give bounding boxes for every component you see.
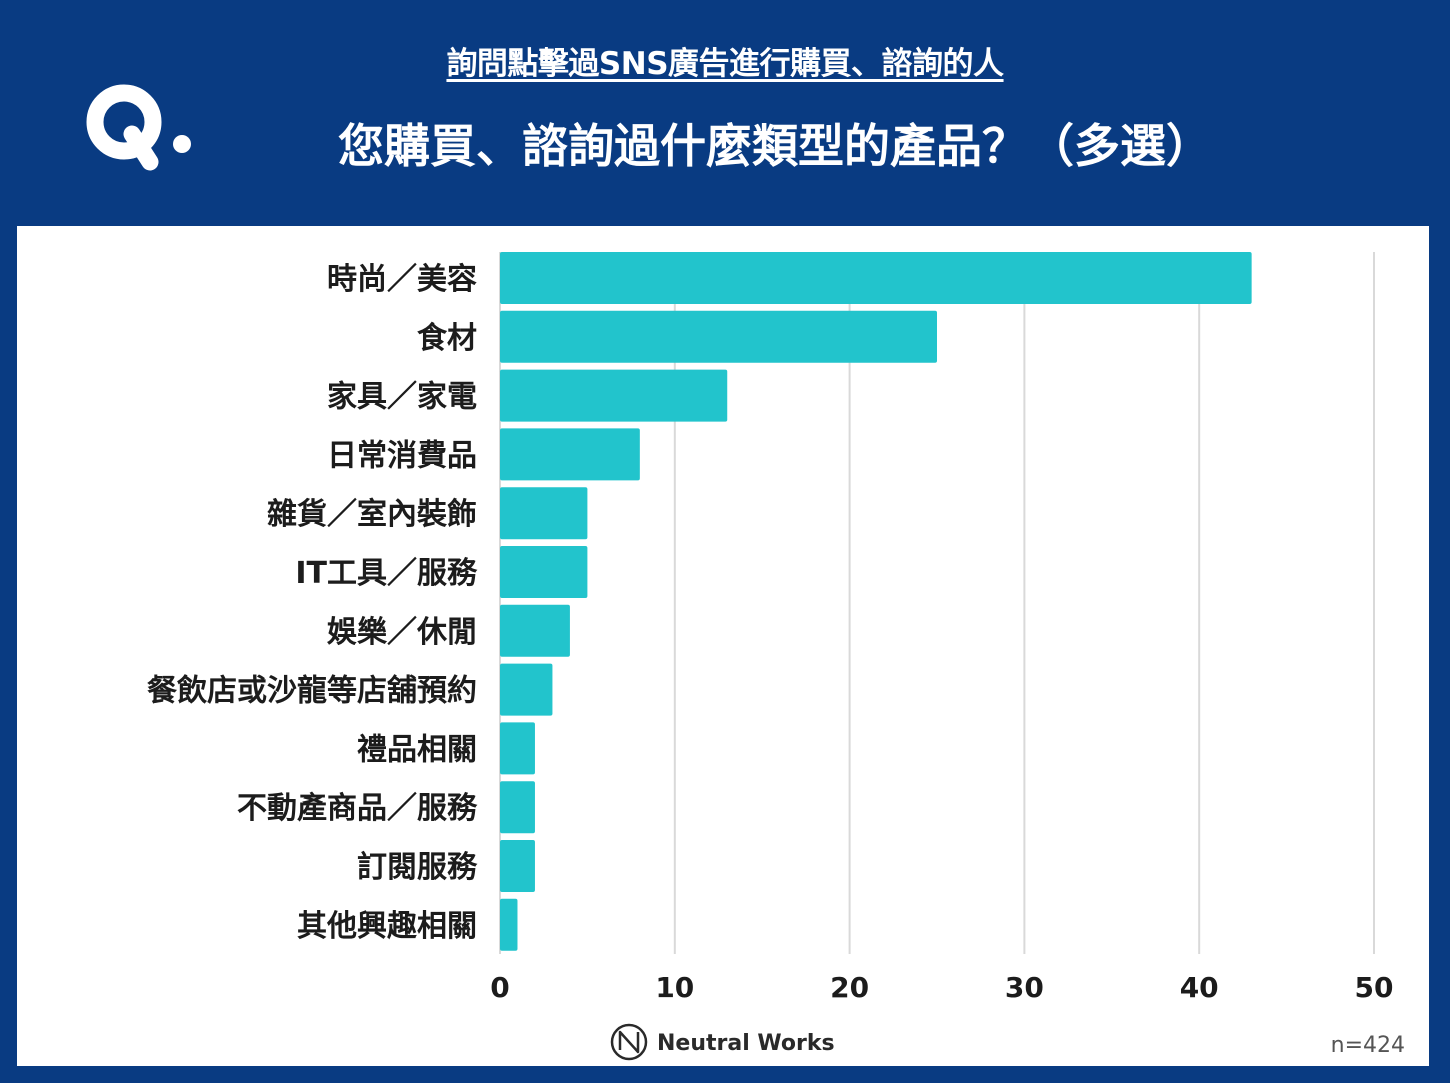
bars	[500, 252, 1252, 951]
category-label: 食材	[417, 321, 477, 356]
category-label: IT工具／服務	[295, 556, 478, 591]
bar	[500, 663, 553, 716]
category-label: 禮品相關	[357, 732, 477, 767]
bar	[500, 898, 518, 951]
category-label: 訂閱服務	[357, 850, 478, 885]
bar	[500, 604, 570, 657]
category-label: 時尚／美容	[327, 262, 477, 297]
category-label: 日常消費品	[327, 438, 477, 473]
bar	[500, 840, 535, 892]
x-tick-label: 40	[1180, 971, 1219, 1004]
x-tick-labels: 0 10 20 30 40 50	[490, 971, 1393, 1004]
bar	[500, 428, 640, 481]
category-label: 不動產商品／服務	[237, 791, 478, 826]
chart-panel: 時尚／美容食材家具／家電日常消費品雜貨／室內裝飾 IT工具／服務娛樂／休閒餐飲店或…	[17, 226, 1429, 1066]
x-tick-label: 0	[490, 971, 509, 1004]
bar	[500, 252, 1252, 304]
brand-name: Neutral Works	[657, 1031, 835, 1056]
category-label: 娛樂／休閒	[326, 615, 477, 650]
bar	[500, 310, 937, 363]
x-tick-label: 20	[830, 971, 869, 1004]
chart-subtitle: 詢問點擊過SNS廣告進行購買、諮詢的人	[446, 46, 1004, 82]
chart-title: 您購買、諮詢過什麼類型的產品？（多選）	[338, 119, 1212, 173]
category-label: 其他興趣相關	[297, 909, 477, 944]
bar	[500, 369, 728, 422]
sample-size: n=424	[1331, 1033, 1405, 1058]
category-label: 雜貨／室內裝飾	[267, 497, 477, 532]
bar	[500, 722, 535, 775]
bar	[500, 546, 588, 598]
grid-lines	[499, 252, 1375, 954]
category-label: 家具／家電	[327, 380, 477, 415]
category-label: 餐飲店或沙龍等店舖預約	[147, 674, 477, 709]
bar	[500, 781, 535, 834]
neutral-works-logo-icon	[610, 1023, 648, 1061]
q-logo-icon	[86, 84, 191, 171]
x-tick-label: 50	[1355, 971, 1394, 1004]
x-tick-label: 30	[1005, 971, 1044, 1004]
x-tick-label: 10	[655, 971, 694, 1004]
bar	[500, 487, 588, 540]
